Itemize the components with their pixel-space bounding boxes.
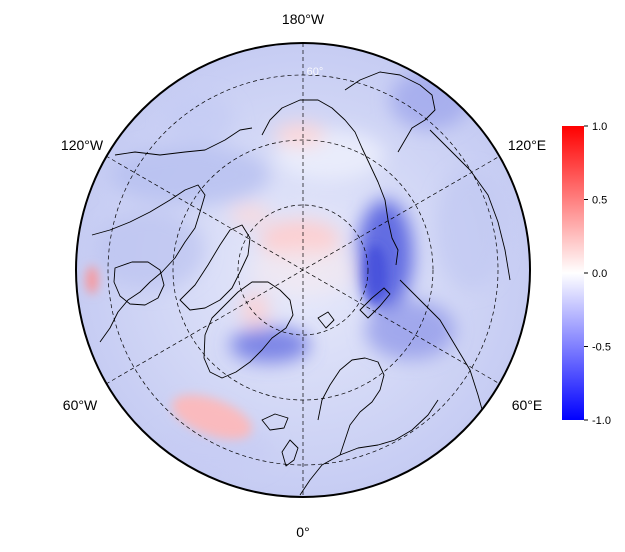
colorbar-ticks: 1.0 0.5 0.0 -0.5 -1.0 xyxy=(584,121,611,427)
meridian-120w-60e xyxy=(105,155,501,385)
latitude-label: 60° xyxy=(307,66,324,78)
canada-archipelago-outline xyxy=(179,224,251,311)
british-isles xyxy=(281,439,299,467)
svalbard xyxy=(317,311,335,329)
chukotka-coast xyxy=(344,71,436,153)
map-frame xyxy=(75,42,531,498)
russia-interior-border xyxy=(399,279,486,421)
asia-border-east xyxy=(429,129,511,281)
graticule xyxy=(105,43,501,497)
longitude-label-top: 180°W xyxy=(282,11,325,27)
colorbar-tick-label: -1.0 xyxy=(592,415,611,427)
longitude-label-upper-right: 120°E xyxy=(508,137,546,153)
novaya-zemlya xyxy=(359,287,391,319)
coastlines xyxy=(91,71,511,496)
longitude-label-lower-right: 60°E xyxy=(512,397,543,413)
greenland-outline xyxy=(203,281,294,379)
longitude-label-upper-left: 120°W xyxy=(61,137,104,153)
hudson-bay-outline xyxy=(113,261,165,306)
colorbar-tick-label: 0.5 xyxy=(592,195,607,207)
colorbar-tick-label: 0.0 xyxy=(592,268,607,280)
alaska-coast xyxy=(114,127,253,156)
colorbar-gradient xyxy=(562,126,584,420)
colorbar: 1.0 0.5 0.0 -0.5 -1.0 xyxy=(562,121,611,427)
colorbar-tick-label: 1.0 xyxy=(592,121,607,133)
longitude-label-bottom: 0° xyxy=(296,524,309,540)
iceland xyxy=(261,413,289,431)
north-america-coast xyxy=(91,184,206,343)
europe-coast xyxy=(299,399,439,496)
scandinavia-outline xyxy=(317,357,385,456)
colorbar-tick-label: -0.5 xyxy=(592,342,611,354)
siberia-coast-east xyxy=(261,99,399,266)
latitude-circle-80 xyxy=(237,204,369,336)
longitude-label-lower-left: 60°W xyxy=(63,397,98,413)
